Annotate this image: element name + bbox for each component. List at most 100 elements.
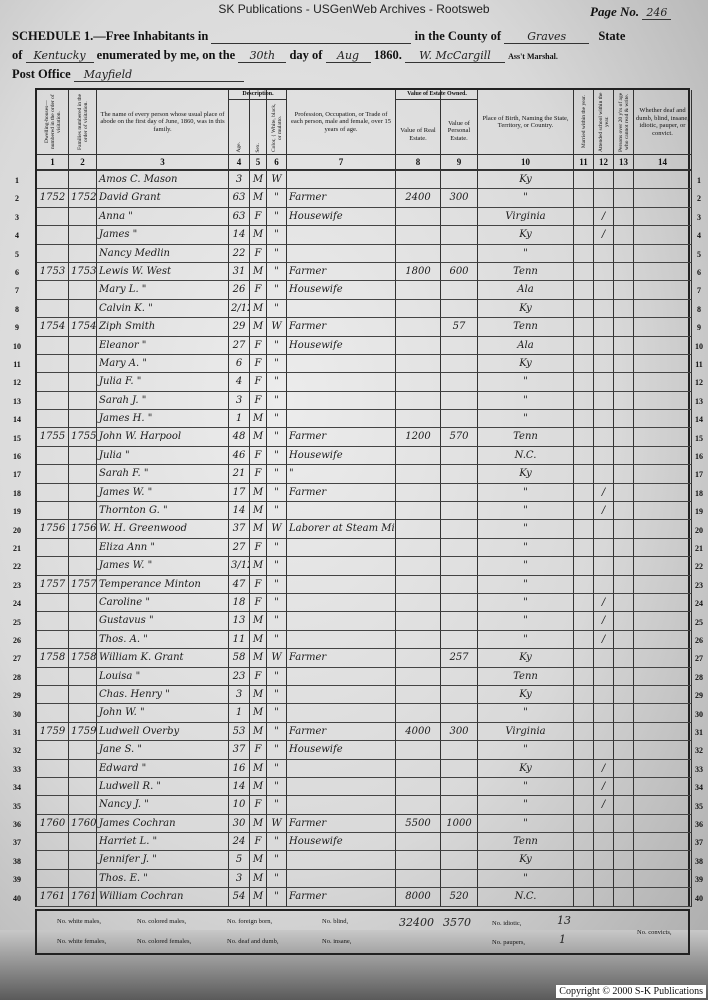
age-cell: 1 <box>229 704 250 723</box>
person-name-cell: Eliza Ann " <box>97 538 229 558</box>
attended-school-cell <box>594 336 614 355</box>
row-number-left: 37 <box>13 838 21 848</box>
row-number-right: 16 <box>695 452 703 461</box>
occupation-cell <box>287 391 396 411</box>
person-name-cell: Eleanor " <box>97 336 229 355</box>
occupation-cell <box>287 373 396 392</box>
personal-estate-value-cell: 300 <box>441 189 478 208</box>
deaf-blind-insane-cell <box>634 262 692 282</box>
deaf-blind-insane-cell <box>634 777 692 797</box>
column-header-4: Age. <box>229 90 250 154</box>
row-number-left: 23 <box>13 580 21 590</box>
column-header-6: Color, { White, black, or mulatto. <box>267 90 287 154</box>
table-row: 1754 1754 Ziph Smith 29 M W Farmer 57 Tenn <box>37 318 692 337</box>
row-number-left: 34 <box>13 783 21 793</box>
sex-cell: F <box>250 667 267 686</box>
birthplace-cell: " <box>478 741 574 760</box>
color-cell: " <box>267 741 287 760</box>
table-row: Edward " 16 M " Ky / <box>37 759 692 778</box>
personal-estate-value-cell <box>441 446 478 466</box>
birthplace-cell: " <box>478 502 574 521</box>
column-header-12: Attended school within the year. <box>594 90 614 154</box>
white-males-label: No. white males, <box>57 918 102 925</box>
real-estate-value-cell <box>396 833 441 852</box>
deaf-blind-insane-cell <box>634 575 692 594</box>
attended-school-cell <box>594 741 614 760</box>
deaf-blind-insane-cell <box>634 557 692 576</box>
dwelling-number-cell <box>37 171 69 190</box>
attended-school-cell <box>594 649 614 668</box>
age-cell: 3 <box>229 391 250 411</box>
cannot-read-write-cell <box>614 226 634 245</box>
birthplace-cell: Ala <box>478 336 574 355</box>
married-within-year-cell <box>574 446 594 466</box>
table-row: 1755 1755 John W. Harpool 48 M " Farmer 1200 570… <box>37 428 692 447</box>
personal-estate-value-cell <box>441 796 478 815</box>
person-name-cell: Sarah J. " <box>97 391 229 411</box>
personal-estate-value-cell: 300 <box>441 722 478 742</box>
family-number-cell: 1755 <box>69 428 97 447</box>
occupation-cell: Farmer <box>287 428 396 447</box>
cannot-read-write-cell <box>614 814 634 834</box>
family-number-cell <box>69 630 97 650</box>
birthplace-cell: " <box>478 869 574 889</box>
cannot-read-write-cell <box>614 796 634 815</box>
column-header-label: Whether deaf and dumb, blind, insane, id… <box>636 107 689 137</box>
column-header-label: Value of Personal Estate. <box>447 119 471 142</box>
deaf-blind-insane-cell <box>634 410 692 429</box>
row-number-left: 33 <box>13 764 21 774</box>
row-number-left: 30 <box>13 709 21 719</box>
person-name-cell: Lewis W. West <box>97 262 229 282</box>
married-within-year-cell <box>574 428 594 447</box>
married-within-year-cell <box>574 685 594 705</box>
person-name-cell: Chas. Henry " <box>97 685 229 705</box>
age-cell: 47 <box>229 575 250 594</box>
row-number-right: 18 <box>695 488 703 498</box>
real-estate-value-cell: 8000 <box>396 888 441 907</box>
sex-cell: F <box>250 575 267 594</box>
deaf-blind-insane-cell <box>634 741 692 760</box>
row-number-right: 37 <box>695 838 703 848</box>
age-cell: 21 <box>229 465 250 484</box>
birthplace-cell: Tenn <box>478 428 574 447</box>
attended-school-cell <box>594 446 614 466</box>
county-value: Graves <box>504 30 590 44</box>
occupation-cell <box>287 630 396 650</box>
paupers-value: 1 <box>559 933 566 946</box>
sex-cell: M <box>250 777 267 797</box>
dwelling-number-cell: 1752 <box>37 189 69 208</box>
row-number-right: 34 <box>695 783 703 793</box>
table-row: Caroline " 18 F " " / <box>37 593 692 613</box>
real-estate-value-cell <box>396 649 441 668</box>
cannot-read-write-cell <box>614 446 634 466</box>
column-number-3: 3 <box>97 154 229 171</box>
family-number-cell <box>69 704 97 723</box>
color-cell: " <box>267 833 287 852</box>
dwelling-number-cell <box>37 869 69 889</box>
census-rows: Amos C. Mason 3 M W Ky 1752 1752 David Grant 63 M… <box>37 171 692 907</box>
table-row: Anna " 63 F " Housewife Virginia / <box>37 207 692 227</box>
column-header-label: Place of Birth, Naming the State, Territ… <box>482 114 569 130</box>
color-cell: " <box>267 189 287 208</box>
deaf-blind-insane-cell <box>634 391 692 411</box>
attended-school-cell <box>594 410 614 429</box>
deaf-blind-insane-cell <box>634 189 692 208</box>
real-estate-value-cell: 1200 <box>396 428 441 447</box>
sex-cell: M <box>250 226 267 245</box>
personal-estate-value-cell: 520 <box>441 888 478 907</box>
table-row: 1759 1759 Ludwell Overby 53 M " Farmer 4000 300 V… <box>37 722 692 742</box>
personal-estate-value-cell <box>441 336 478 355</box>
color-cell: W <box>267 649 287 668</box>
color-cell: " <box>267 575 287 594</box>
month-value: Aug <box>325 49 371 63</box>
cannot-read-write-cell <box>614 888 634 907</box>
age-cell: 18 <box>229 593 250 613</box>
row-number-left: 11 <box>13 360 21 369</box>
occupation-cell: Farmer <box>287 888 396 907</box>
row-number-left: 18 <box>13 488 21 498</box>
real-estate-value-cell: 5500 <box>396 814 441 834</box>
deaf-blind-insane-cell <box>634 502 692 521</box>
row-number-right: 1 <box>697 176 701 185</box>
age-cell: 54 <box>229 888 250 907</box>
cannot-read-write-cell <box>614 520 634 539</box>
